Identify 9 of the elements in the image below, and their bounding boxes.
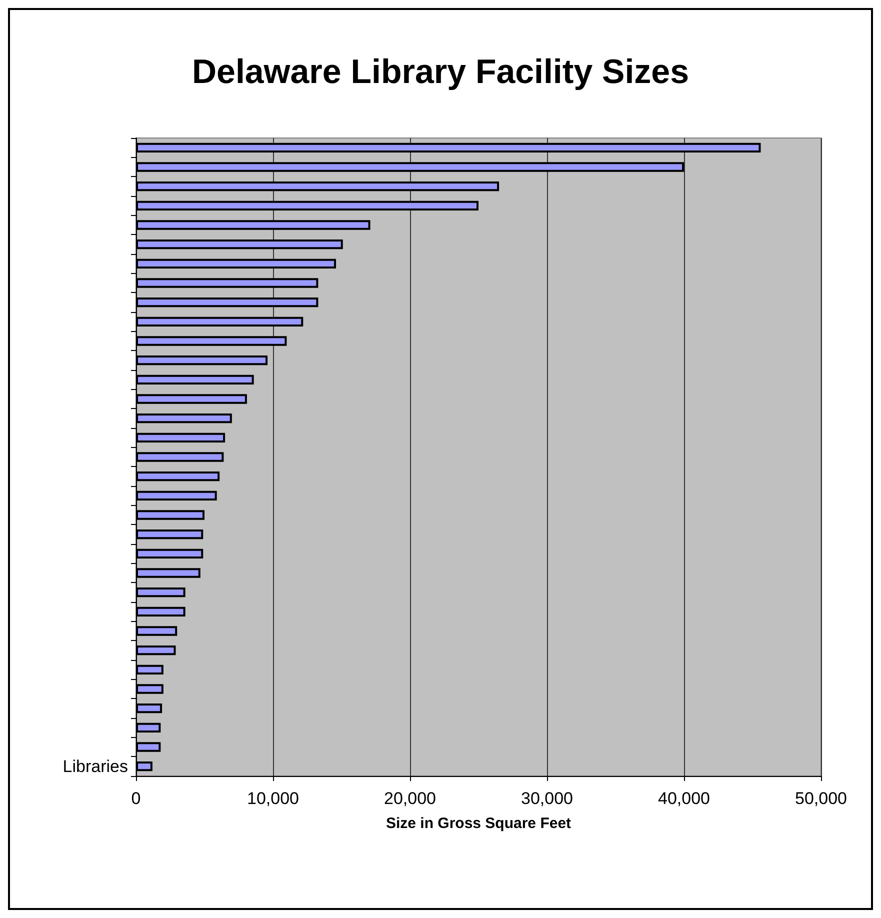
- x-tick-label: 0: [131, 789, 141, 808]
- x-tick-label: 40,000: [658, 789, 710, 808]
- chart-title: Delaware Library Facility Sizes: [192, 53, 690, 91]
- x-tick-label: 10,000: [247, 789, 299, 808]
- x-tick-label: 50,000: [795, 789, 847, 808]
- x-axis-title: Size in Gross Square Feet: [386, 815, 572, 832]
- y-tick-label: Libraries: [62, 756, 128, 776]
- x-tick-label: 20,000: [384, 789, 436, 808]
- x-tick-label: 30,000: [521, 789, 573, 808]
